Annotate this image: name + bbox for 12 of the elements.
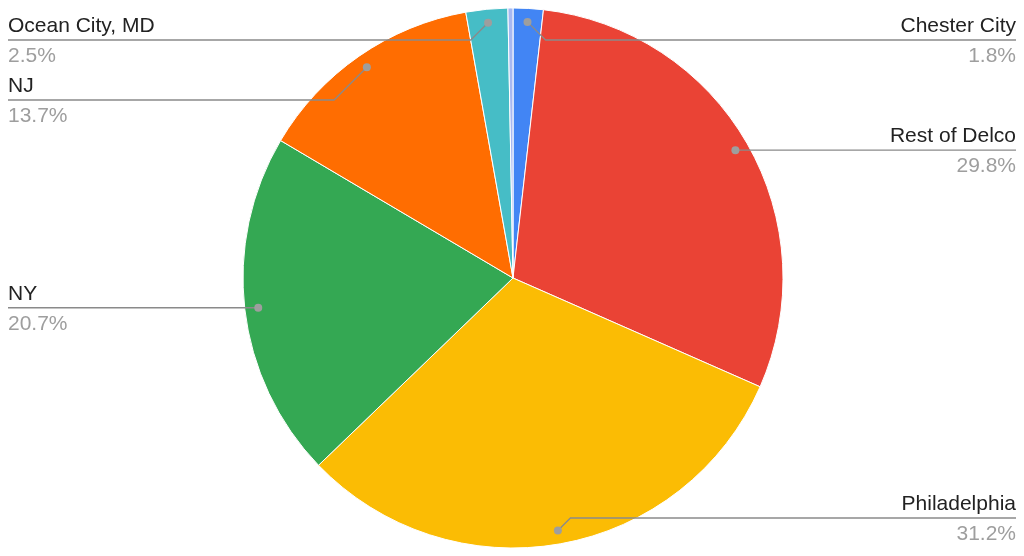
slice-label: NY <box>8 280 38 304</box>
data-label: 2.5% <box>8 43 56 66</box>
data-label: 13.7% <box>8 103 68 126</box>
data-label: 20.7% <box>8 310 68 334</box>
slice-label: Ocean City, MD <box>8 13 155 36</box>
slice-label: Chester City <box>900 13 1017 36</box>
slice-label: NJ <box>8 73 34 96</box>
data-label: 29.8% <box>956 153 1016 177</box>
slice-label: Philadelphia <box>901 491 1017 514</box>
slice-label: Rest of Delco <box>889 123 1016 147</box>
data-label: 1.8% <box>968 43 1016 66</box>
data-label: 31.2% <box>956 521 1016 544</box>
